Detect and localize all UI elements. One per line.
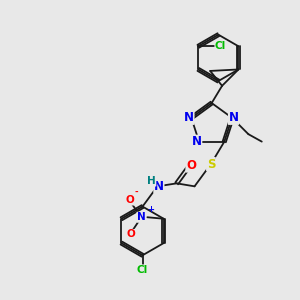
Text: Cl: Cl	[215, 41, 226, 51]
Text: O: O	[126, 230, 135, 239]
Text: S: S	[207, 158, 215, 170]
Text: N: N	[184, 111, 194, 124]
Text: N: N	[229, 111, 238, 124]
Text: -: -	[135, 188, 138, 197]
Text: N: N	[154, 180, 164, 193]
Text: H: H	[147, 176, 156, 186]
Text: N: N	[192, 135, 202, 148]
Text: N: N	[137, 212, 146, 222]
Text: +: +	[147, 205, 154, 214]
Text: O: O	[126, 195, 134, 205]
Text: Cl: Cl	[137, 265, 148, 275]
Text: O: O	[186, 159, 196, 172]
